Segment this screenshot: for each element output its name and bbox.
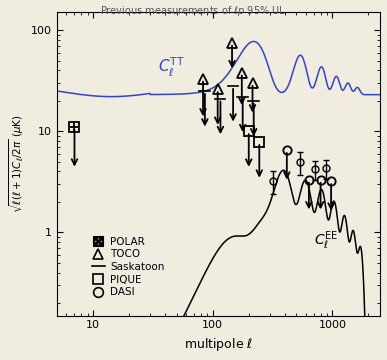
Legend: POLAR, TOCO, Saskatoon, PIQUE, DASI: POLAR, TOCO, Saskatoon, PIQUE, DASI [88,233,168,301]
Text: Previous measurements of $\ell p$ 95% UL: Previous measurements of $\ell p$ 95% UL [100,4,287,18]
Text: $C_\ell^{\rm EE}$: $C_\ell^{\rm EE}$ [314,229,338,252]
Text: $C_\ell^{\rm TT}$: $C_\ell^{\rm TT}$ [158,56,185,79]
X-axis label: multipole $\ell$: multipole $\ell$ [184,336,253,353]
Y-axis label: $\sqrt{\ell(\ell+1)C_\ell/2\pi}$ ($\mu$K): $\sqrt{\ell(\ell+1)C_\ell/2\pi}$ ($\mu$K… [7,115,26,213]
